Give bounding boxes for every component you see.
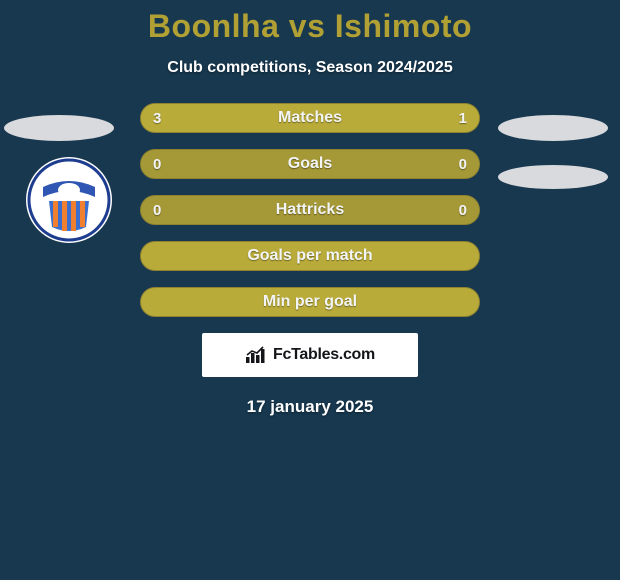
page-title: Boonlha vs Ishimoto <box>0 0 620 45</box>
stat-row: Goals per match <box>140 241 480 271</box>
comparison-card: Boonlha vs Ishimoto Club competitions, S… <box>0 0 620 580</box>
stat-value-left: 0 <box>153 156 161 173</box>
club-logo-left <box>26 157 112 243</box>
stat-value-right: 1 <box>459 110 467 127</box>
club-crest-icon <box>26 157 112 243</box>
stat-row: Hattricks0 0 <box>140 195 480 225</box>
comparison-bars: Matches31Goals00Hattricks00Goals per mat… <box>140 103 480 317</box>
brand-text: FcTables.com <box>273 346 375 364</box>
stat-row: Min per goal <box>140 287 480 317</box>
main-area: Matches31Goals00Hattricks00Goals per mat… <box>0 103 620 317</box>
stat-label: Hattricks <box>141 201 479 219</box>
stat-value-left: 3 <box>153 110 161 127</box>
stat-value-right: 0 <box>459 156 467 173</box>
stat-label: Goals per match <box>141 247 479 265</box>
date-text: 17 january 2025 <box>0 397 620 417</box>
brand-box: FcTables.com <box>202 333 418 377</box>
stat-value-left: 0 <box>153 202 161 219</box>
stat-label: Min per goal <box>141 293 479 311</box>
stat-label: Goals <box>141 155 479 173</box>
player-badge-right <box>498 115 608 141</box>
stat-row: Matches3 1 <box>140 103 480 133</box>
player-badge-left <box>4 115 114 141</box>
stat-value-right: 0 <box>459 202 467 219</box>
player-badge-right-2 <box>498 165 608 189</box>
stat-row: Goals0 0 <box>140 149 480 179</box>
subtitle: Club competitions, Season 2024/2025 <box>0 59 620 77</box>
brand-chart-icon <box>245 346 267 364</box>
stat-label: Matches <box>141 109 479 127</box>
